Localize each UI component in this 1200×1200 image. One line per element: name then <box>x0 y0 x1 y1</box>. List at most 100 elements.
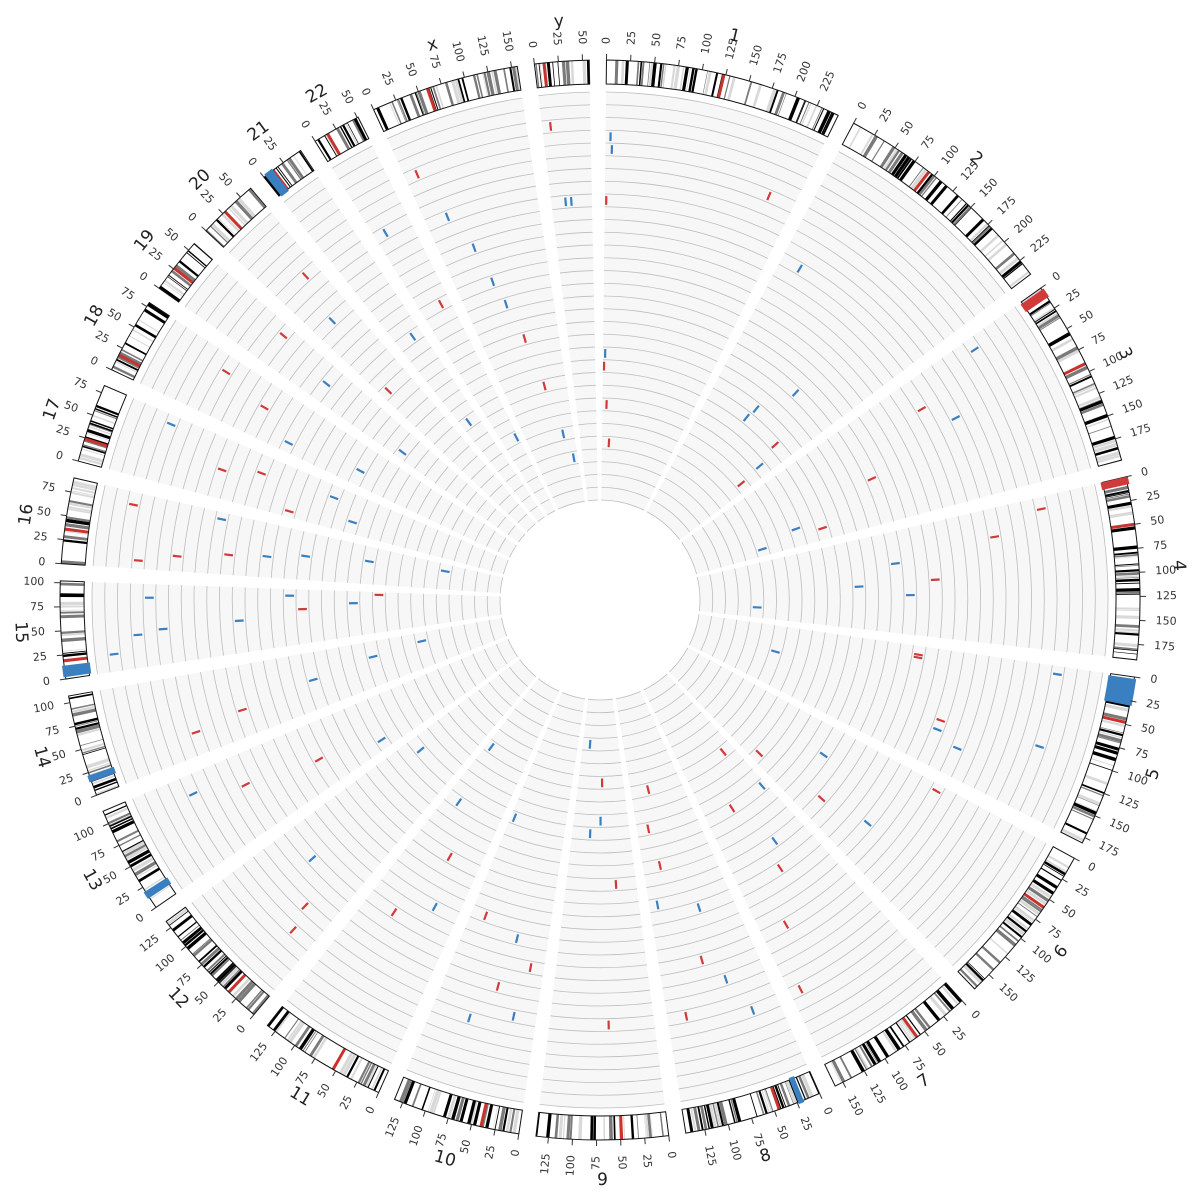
tick-label: 175 <box>995 194 1019 218</box>
tick-mark <box>332 1070 337 1077</box>
cnv-event-loss <box>444 212 451 222</box>
ideogram-band <box>1086 418 1110 429</box>
track-ring-line <box>410 346 432 363</box>
track-ring-line <box>488 682 512 707</box>
tick-mark <box>183 245 189 251</box>
track-ring-line <box>191 902 275 991</box>
ideogram-band <box>286 1020 303 1042</box>
track-ring-line <box>743 497 771 555</box>
track-ring-line <box>473 384 493 397</box>
track-ring-line <box>365 899 445 948</box>
track-ring-line <box>105 487 118 567</box>
track-ring-line <box>273 841 341 913</box>
track-ring-line <box>174 341 209 400</box>
ideogram-base <box>1102 476 1140 660</box>
track-ring-line <box>326 949 419 1006</box>
track-background-2 <box>646 151 1006 540</box>
track-ring-line <box>443 799 497 832</box>
track-ring-line <box>484 648 498 672</box>
track-ring-line <box>712 519 734 565</box>
track-ring-line <box>577 787 625 790</box>
ideogram-outline <box>60 477 98 566</box>
track-ring-line <box>179 778 225 861</box>
ideogram-band <box>914 1007 931 1029</box>
track-ring-line <box>446 339 470 353</box>
ideogram-band <box>910 1010 928 1032</box>
track-ring-line <box>282 588 288 647</box>
track-ring-line <box>355 780 406 834</box>
tick-label: 25 <box>33 529 48 543</box>
tick-label: 125 <box>867 1081 889 1106</box>
track-ring-line <box>704 672 733 710</box>
track-ring-line <box>355 272 383 293</box>
ideogram-band <box>873 1035 890 1058</box>
track-ring-line <box>652 500 691 533</box>
track-ring-line <box>547 727 580 738</box>
tick-mark <box>819 1093 823 1100</box>
ideogram-chr-20 <box>205 187 267 248</box>
ideogram-band <box>686 1108 694 1133</box>
tick-mark <box>1062 878 1068 883</box>
track-ring-line <box>815 967 933 1047</box>
track-ring-line <box>413 678 435 716</box>
tick-mark <box>1078 346 1085 351</box>
track-ring-line <box>399 259 430 278</box>
track-ring-line <box>313 425 336 466</box>
cnv-event-loss <box>569 196 573 206</box>
track-ring-line <box>359 348 388 375</box>
track-ring-line <box>825 636 851 714</box>
ideogram-band <box>965 962 985 982</box>
cnv-event-gain <box>930 578 940 582</box>
cnv-event-loss <box>561 429 566 439</box>
tick-mark <box>1049 899 1055 904</box>
track-ring-line <box>487 574 491 593</box>
tick-mark <box>469 1124 472 1131</box>
track-ring-line <box>836 637 864 720</box>
ideogram-band <box>309 1034 325 1057</box>
track-ring-line <box>474 571 479 592</box>
ideogram-band <box>999 925 1020 942</box>
ideogram-band <box>918 175 936 196</box>
track-ring-line <box>291 187 326 213</box>
track-ring-line <box>425 673 445 708</box>
ideogram-band <box>765 88 777 113</box>
track-ring-line <box>941 357 1005 492</box>
ideogram-band <box>503 68 509 93</box>
tick-label: 75 <box>1089 330 1107 348</box>
track-ring-line <box>916 818 1002 930</box>
track-ring-line <box>713 678 745 719</box>
track-ring-line <box>325 649 341 701</box>
cnv-event-loss <box>655 900 660 910</box>
ideogram-band <box>298 150 314 172</box>
tick-label: 50 <box>458 1138 474 1155</box>
ideogram-band <box>362 1063 376 1087</box>
track-ring-line <box>489 868 557 889</box>
ideogram-band <box>219 965 237 984</box>
ideogram-band <box>1114 631 1139 636</box>
cnv-event-loss <box>890 561 900 566</box>
track-ring-line <box>660 947 755 977</box>
track-ring-line <box>652 900 735 926</box>
track-ring-line <box>899 806 980 912</box>
ideogram-band <box>895 1022 911 1043</box>
track-ring-line <box>92 484 106 566</box>
ideogram-band <box>590 1115 594 1140</box>
track-ring-line <box>509 387 568 406</box>
ideogram-highlight-gain <box>1100 476 1130 490</box>
track-ring-line <box>393 432 411 455</box>
track-ring-line <box>231 448 252 503</box>
ideogram-band <box>943 982 963 1003</box>
tick-label: 200 <box>794 59 814 83</box>
ideogram-chr-17 <box>77 384 128 468</box>
tick-label: 75 <box>589 1156 602 1170</box>
ideogram-band <box>1115 630 1140 634</box>
track-ring-line <box>464 927 547 952</box>
track-ring-line <box>872 787 946 884</box>
track-ring-line <box>557 500 585 510</box>
track-ring-line <box>429 529 439 555</box>
track-ring-line <box>582 749 620 752</box>
ideogram-band <box>234 200 254 221</box>
track-ring-line <box>461 568 466 591</box>
track-ring-line <box>200 672 222 747</box>
ideogram-band <box>411 1083 422 1107</box>
